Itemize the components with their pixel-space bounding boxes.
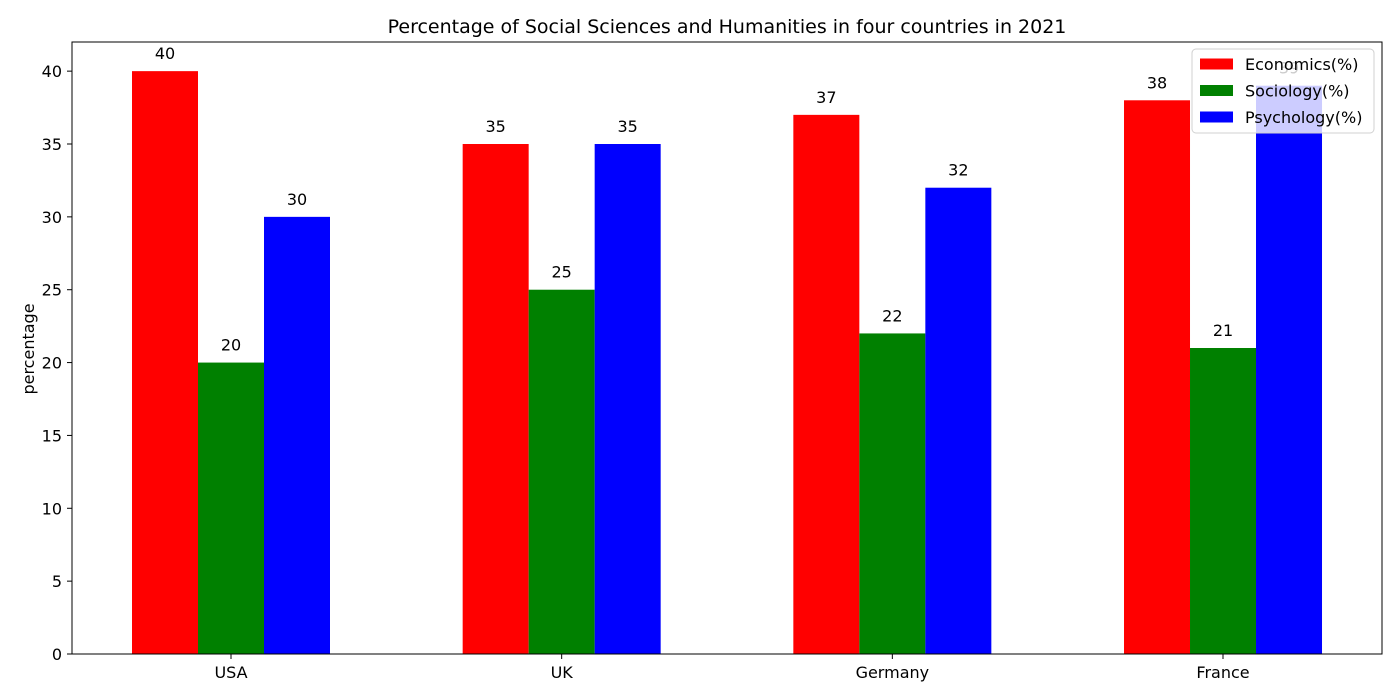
y-tick-label: 15 [42,426,62,445]
y-tick-label: 5 [52,572,62,591]
y-axis-title: percentage [19,303,38,394]
bar-germany-2 [925,187,992,654]
legend-swatch [1200,111,1233,123]
x-tick-label: USA [214,663,247,682]
data-label: 25 [551,263,571,282]
legend-box [1191,48,1375,134]
x-tick-label: Germany [856,663,930,682]
plot-area: 4035373820252221303532390510152025303540… [42,41,1383,682]
bar-france-2 [1256,85,1323,654]
bar-france-1 [1190,348,1257,654]
y-tick-label: 20 [42,354,62,373]
data-label: 35 [617,117,637,136]
bar-usa-2 [264,216,330,655]
x-tick-label: France [1196,663,1249,682]
bar-uk-1 [528,289,595,654]
legend-swatch [1200,58,1233,70]
legend-label: Economics(%) [1245,55,1358,74]
y-tick-label: 35 [42,135,62,154]
y-tick-label: 30 [42,208,62,227]
plot-frame [71,41,1383,655]
data-label: 22 [882,306,902,325]
y-tick-label: 25 [42,281,62,300]
data-label: 32 [948,161,968,180]
bar-france-0 [1124,100,1191,655]
bar-germany-0 [793,114,860,655]
bar-usa-0 [132,71,198,654]
y-tick-label: 40 [42,62,62,81]
data-label: 38 [1147,73,1167,92]
legend: Economics(%) Sociology(%) Psychology(%) [1191,48,1375,134]
data-label: 35 [485,117,505,136]
data-label: 20 [221,336,241,355]
bar-germany-1 [859,333,926,654]
bar-usa-1 [198,362,264,654]
y-tick-label: 0 [52,645,62,664]
legend-label: Sociology(%) [1245,82,1350,101]
data-label: 21 [1213,321,1233,340]
chart-title: Percentage of Social Sciences and Humani… [388,16,1067,38]
x-tick-label: UK [551,663,574,682]
data-label: 30 [287,190,307,209]
data-label: 40 [155,44,175,63]
bar-uk-0 [462,144,529,654]
legend-label: Psychology(%) [1245,108,1362,127]
y-tick-label: 10 [42,499,62,518]
legend-swatch [1200,85,1233,96]
data-label: 37 [816,88,836,107]
bar-uk-2 [594,144,661,654]
